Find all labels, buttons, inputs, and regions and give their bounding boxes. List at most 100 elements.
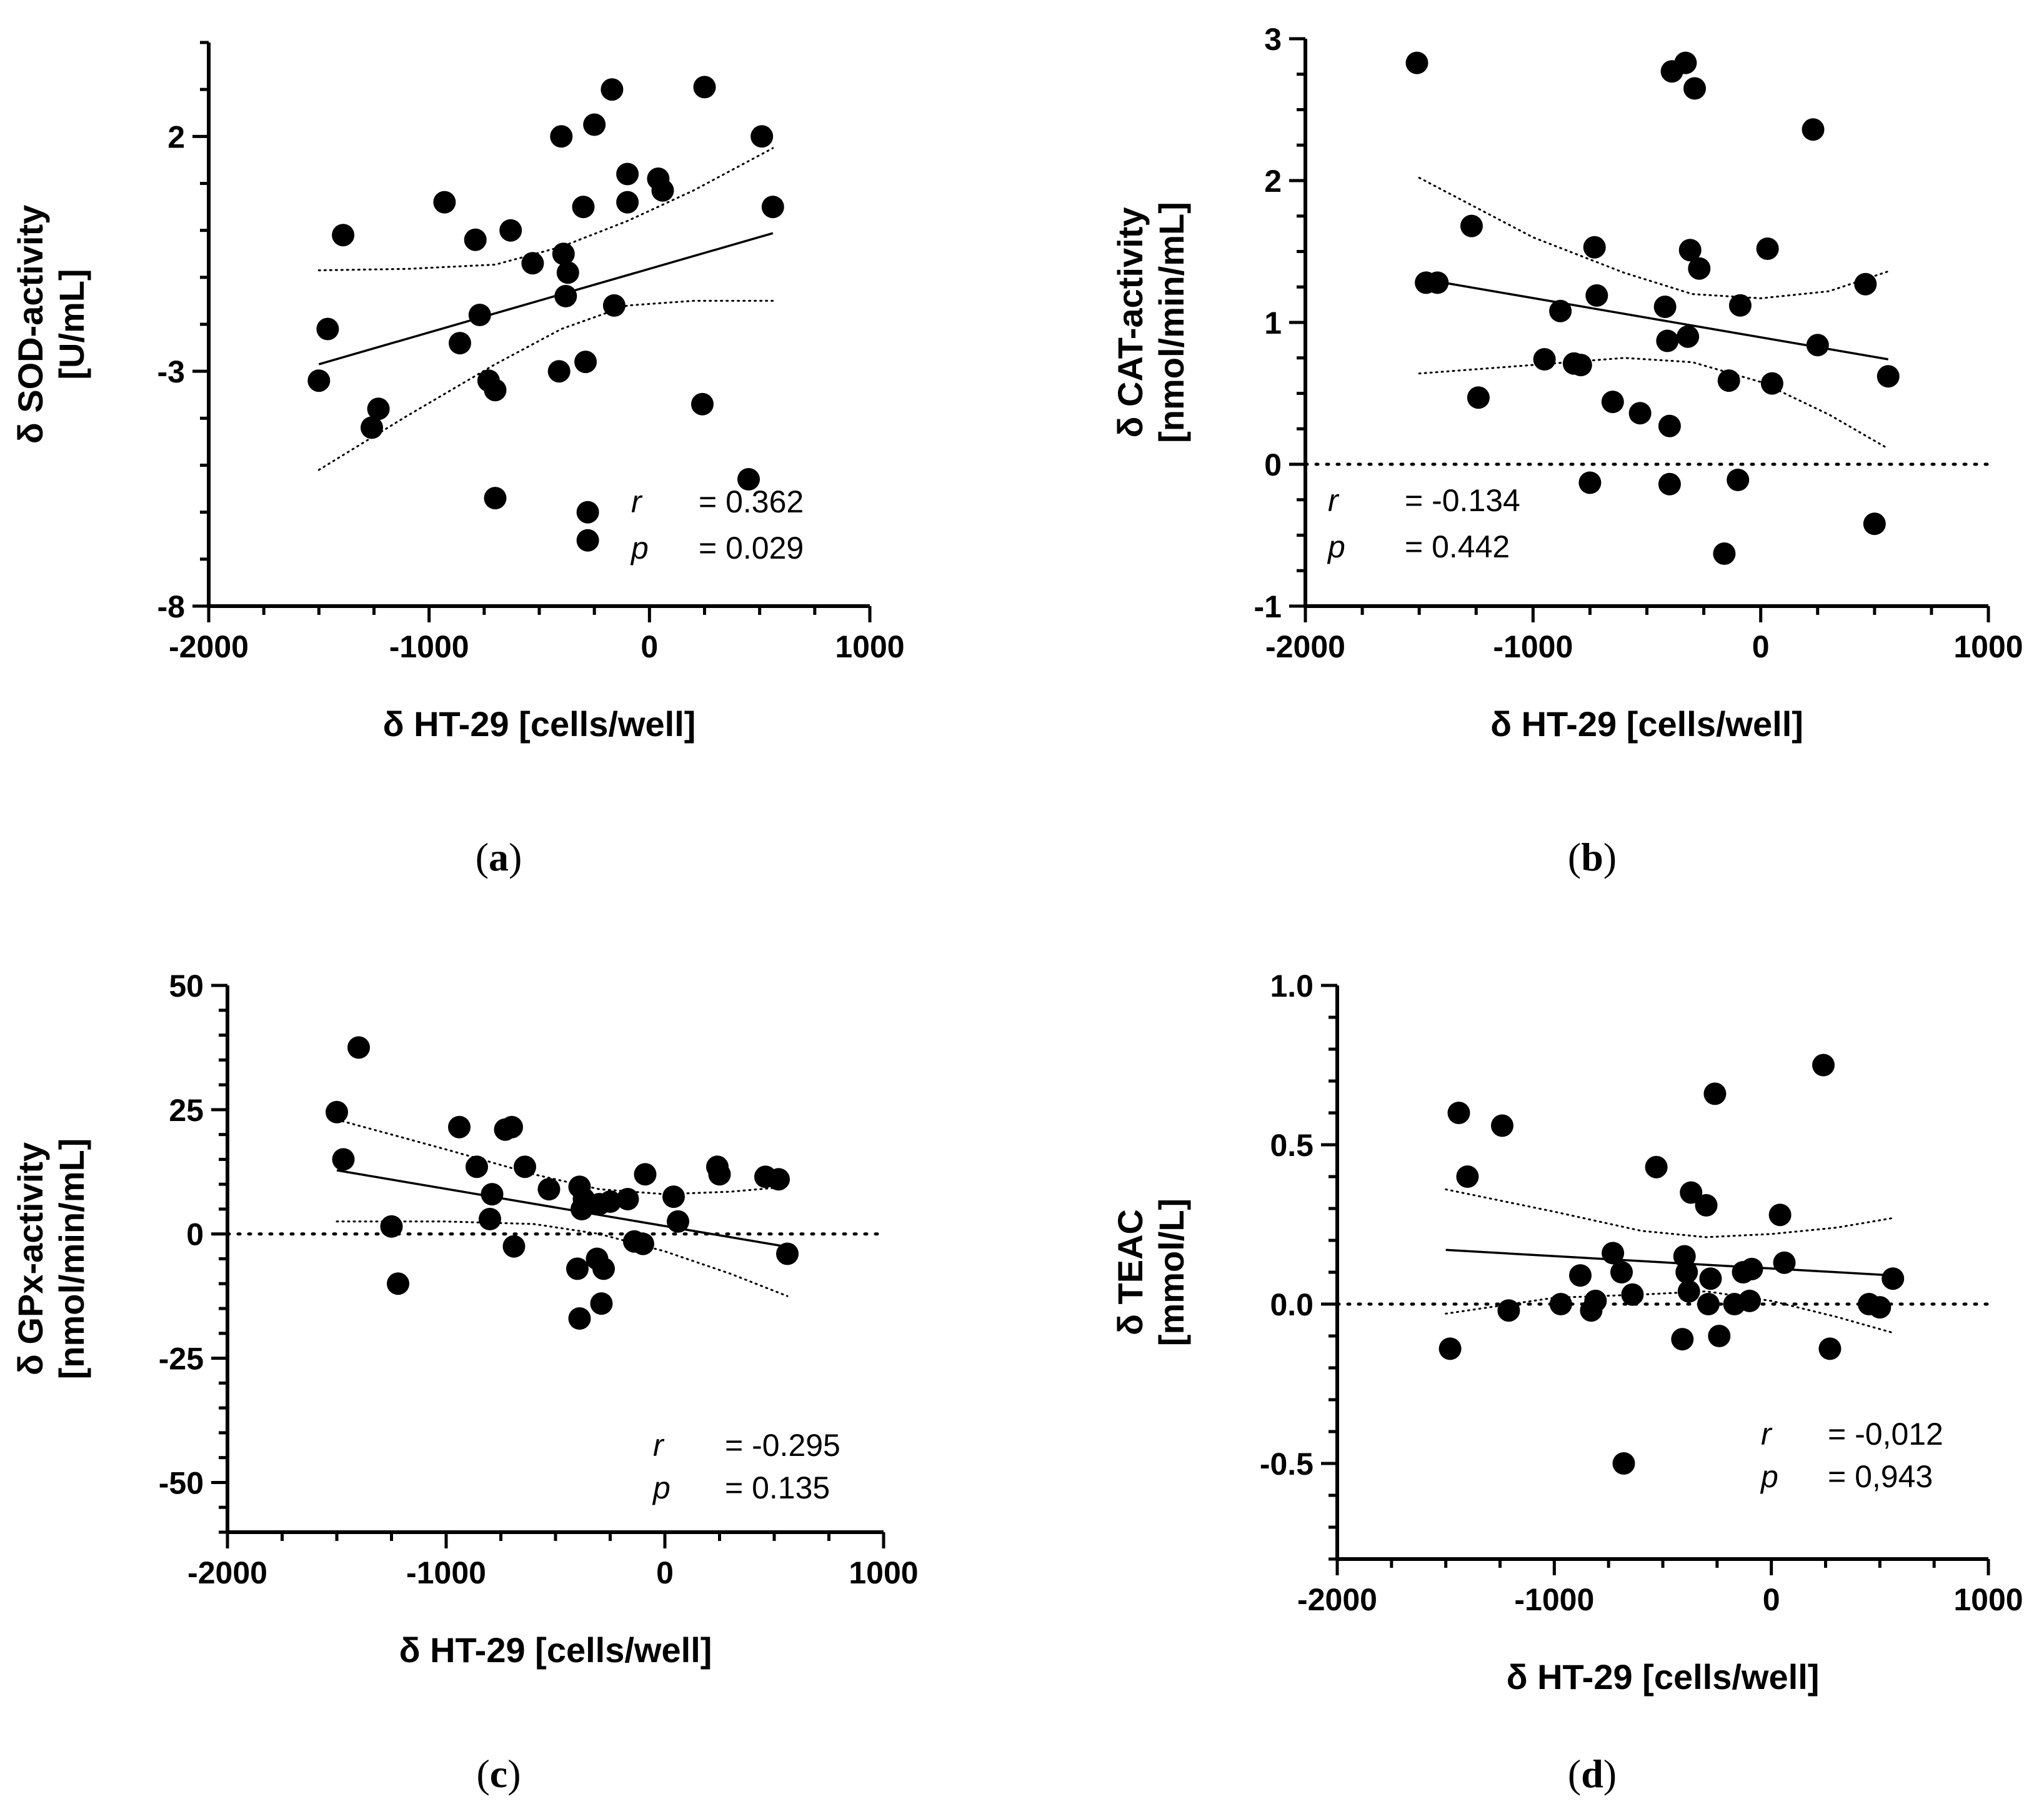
x-axis-label: δ HT-29 [cells/well] [383,704,696,744]
data-point [616,162,639,186]
chart-c-gpx: -2000 -1000 0 1000 -50 -25 0 25 50 δ HT-29 [cells… [11,969,919,1670]
stat-r-value: = 0.362 [699,484,804,519]
regression-line [318,232,774,366]
data-point [361,416,383,439]
data-point [662,1185,685,1209]
y-axis-label: δ SOD-activity[U/mL] [11,205,91,444]
data-point [1812,1054,1835,1077]
data-point [1695,1194,1718,1217]
data-point [484,487,507,510]
x-tick-label: 0 [656,1555,674,1590]
panel-label-a: (a) [476,835,522,879]
stat-p-value: = 0.029 [699,531,804,566]
data-point [521,252,544,275]
data-point [1713,542,1736,565]
data-point [632,1232,654,1255]
confidence-band-upper [317,147,774,272]
data-point [514,1155,536,1179]
data-point [449,332,471,355]
y-tick-label: 1 [1264,306,1282,341]
data-point [1456,1165,1479,1188]
x-axis-label: δ HT-29 [cells/well] [1507,1657,1820,1697]
x-tick-label: 1000 [1953,629,2023,664]
y-axis-label-line: [nmol/min/mL] [52,1139,91,1380]
data-point [776,1242,799,1265]
data-point [1491,1114,1513,1137]
x-axis-label: δ HT-29 [cells/well] [399,1630,712,1670]
data-point [1680,1181,1703,1204]
y-axis-label-line: [mmol/L] [1152,1199,1191,1346]
data-point [1760,372,1783,395]
data-point [601,78,624,101]
confidence-band-upper [1418,177,1890,299]
data-point [537,1178,561,1201]
data-point [592,1257,615,1280]
data-point [1699,1267,1722,1290]
data-point [576,529,599,552]
data-point [1584,1289,1607,1312]
stat-p-symbol: p [1327,529,1345,564]
data-point [1645,1155,1668,1179]
data-point [1585,284,1608,307]
data-point [479,1207,501,1230]
data-point [1740,1257,1763,1280]
stat-p-value: = 0.135 [725,1470,830,1505]
y-tick-label: 2 [1264,164,1282,199]
stat-r-symbol: r [631,484,643,519]
data-point [1621,1283,1644,1306]
stat-r-value: = -0.295 [725,1428,840,1463]
data-point [1467,386,1490,409]
data-point [484,379,507,402]
data-point [307,369,331,392]
data-point [599,1190,622,1213]
stat-r-value: = -0,012 [1828,1417,1943,1452]
data-point [1497,1299,1520,1322]
data-point [1854,272,1877,296]
stat-p-symbol: p [652,1470,671,1505]
data-point [1610,1261,1633,1283]
y-axis-label: δ TEAC[mmol/L] [1110,1199,1191,1346]
data-point [501,1115,523,1139]
data-point [550,125,573,148]
y-axis-label-line: [U/mL] [52,269,91,379]
data-point [616,191,639,214]
data-point [499,219,522,242]
data-point [1703,1082,1727,1105]
regression-line [336,1169,788,1248]
data-point [1656,329,1679,352]
data-point [574,351,597,374]
data-point [1882,1267,1905,1290]
data-point [1688,257,1711,280]
y-tick-label: -50 [159,1465,204,1500]
data-point [1549,299,1572,322]
data-point [316,317,339,341]
data-point [1697,1293,1720,1315]
data-point [602,294,626,317]
stat-p-symbol: p [630,531,649,566]
data-point [568,1307,591,1330]
panel-label-b: (b) [1568,835,1617,879]
data-point [554,284,577,307]
data-point [1708,1325,1731,1347]
x-axis-label: δ HT-29 [cells/well] [1490,704,1803,744]
data-point [1612,1452,1635,1475]
data-point [347,1036,370,1059]
y-axis-label: δ GPx-activity[nmol/min/mL] [11,1139,91,1380]
data-point [552,242,575,266]
confidence-band-upper [1445,1188,1894,1238]
chart-a-sod: -2000 -1000 0 1000 -8 -3 2 δ HT-29 [cells/well]… [11,41,905,744]
data-point [1678,239,1702,262]
data-point [1460,214,1483,237]
data-point [1717,369,1740,392]
stat-r-symbol: r [1328,483,1340,518]
confidence-band-upper [336,1119,789,1195]
data-point [1773,1251,1796,1274]
data-point [1602,1242,1625,1265]
data-point [651,179,674,202]
data-point [1863,512,1886,536]
data-point [1877,365,1900,388]
data-point [1533,348,1556,371]
panel-label-c: (c) [476,1752,521,1796]
data-point [590,1292,613,1315]
data-point [566,1257,589,1280]
